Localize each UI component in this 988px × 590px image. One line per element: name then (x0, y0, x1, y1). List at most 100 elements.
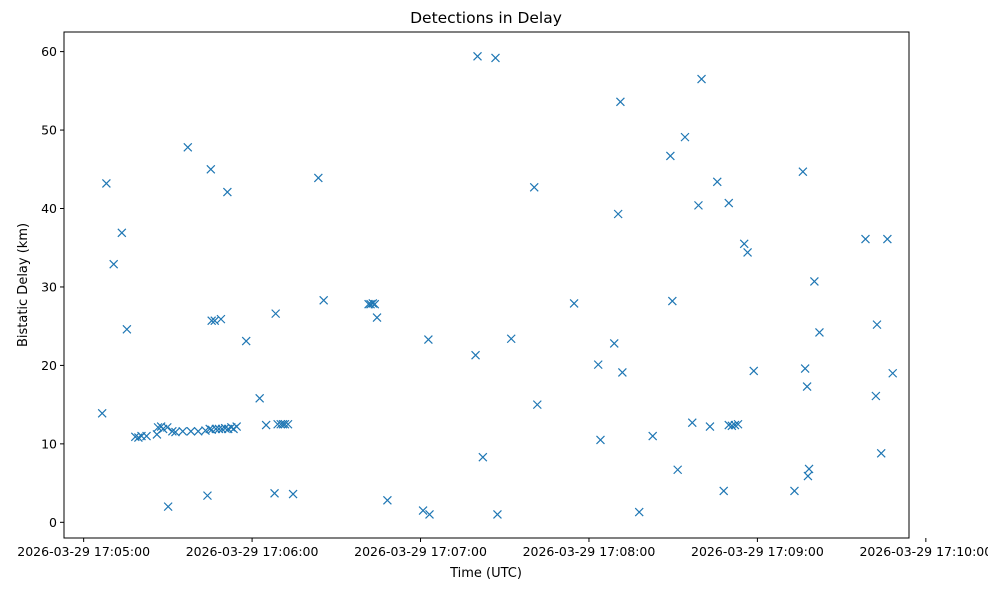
data-point (506, 334, 516, 344)
data-point (372, 313, 382, 322)
data-point (478, 452, 488, 462)
data-point (724, 198, 734, 208)
y-tick-label: 10 (41, 436, 57, 451)
data-point (739, 239, 749, 249)
data-point (97, 408, 107, 418)
x-tick-label: 2026-03-29 17:09:00 (691, 544, 824, 559)
data-point (366, 299, 375, 309)
data-point (705, 422, 715, 432)
data-point (276, 419, 286, 429)
data-point (749, 366, 759, 376)
y-tick-label: 20 (41, 358, 57, 373)
data-point (283, 419, 293, 429)
y-tick-label: 50 (41, 123, 57, 138)
data-point (280, 419, 290, 429)
data-point (142, 431, 151, 441)
data-point (673, 465, 683, 475)
data-point (803, 471, 813, 481)
data-point (815, 328, 824, 337)
data-point (532, 400, 542, 410)
data-point (876, 448, 886, 458)
data-point (687, 418, 697, 428)
data-point (425, 510, 434, 519)
x-tick-label: 2026-03-29 17:06:00 (186, 544, 319, 559)
data-point (667, 296, 677, 306)
data-point (491, 53, 500, 63)
data-point (162, 422, 172, 432)
data-point (733, 419, 743, 429)
data-point (193, 426, 203, 436)
data-point (593, 360, 603, 370)
data-point (613, 209, 623, 219)
data-point (186, 426, 196, 436)
data-point (122, 324, 132, 334)
data-point (680, 132, 690, 142)
data-point (319, 295, 329, 305)
data-point (382, 495, 392, 505)
y-tick-label: 60 (41, 44, 57, 59)
data-point (473, 51, 482, 61)
x-tick-label: 2026-03-29 17:07:00 (354, 544, 487, 559)
data-point (171, 427, 180, 437)
y-axis: 0 10 20 30 40 50 60 (41, 44, 64, 530)
data-point (423, 335, 433, 344)
y-tick-label: 30 (41, 279, 57, 294)
data-point (596, 435, 605, 445)
x-axis: 2026-03-29 17:05:00 2026-03-29 17:06:00 20… (17, 538, 988, 559)
data-point (261, 420, 271, 430)
data-point (183, 142, 193, 152)
data-point (153, 422, 163, 432)
data-point (232, 422, 242, 432)
data-point (809, 277, 819, 286)
data-point (569, 299, 579, 308)
data-point (101, 178, 111, 188)
data-point (665, 151, 675, 161)
data-point (418, 506, 428, 515)
x-tick-label: 2026-03-29 17:05:00 (17, 544, 150, 559)
data-point (368, 299, 378, 308)
data-point (241, 336, 251, 346)
data-point (163, 502, 173, 512)
data-point (648, 431, 658, 441)
data-point (730, 420, 740, 430)
data-point (270, 488, 279, 498)
data-point (117, 228, 127, 238)
data-point (719, 486, 729, 496)
data-point (178, 426, 188, 436)
data-point (206, 164, 216, 174)
data-point (802, 382, 812, 392)
data-point (207, 316, 217, 326)
x-tick-label: 2026-03-29 17:08:00 (523, 544, 656, 559)
y-tick-label: 40 (41, 201, 57, 216)
data-point (861, 234, 870, 244)
x-tick-label: 2026-03-29 17:10:00 (859, 544, 988, 559)
data-point (255, 393, 265, 403)
data-point (872, 320, 882, 330)
data-point (617, 368, 627, 377)
y-axis-label: Bistatic Delay (km) (16, 223, 31, 347)
data-point (712, 177, 722, 187)
data-point (288, 489, 298, 499)
data-point (271, 309, 281, 319)
plot-frame (63, 31, 910, 539)
data-point (888, 368, 898, 378)
x-axis-label: Time (UTC) (449, 566, 522, 581)
data-point (203, 491, 212, 501)
data-point (798, 167, 808, 177)
data-point (697, 74, 706, 84)
data-point (222, 187, 232, 197)
data-point (529, 182, 539, 192)
data-point (109, 259, 119, 269)
data-point (743, 248, 753, 257)
data-point (609, 339, 619, 348)
data-point (804, 464, 814, 474)
data-point (615, 97, 625, 107)
data-point (216, 314, 226, 324)
data-point (634, 507, 644, 517)
data-point (167, 426, 177, 436)
data-point (871, 391, 881, 401)
data-point (313, 173, 323, 183)
y-tick-label: 0 (49, 515, 57, 530)
